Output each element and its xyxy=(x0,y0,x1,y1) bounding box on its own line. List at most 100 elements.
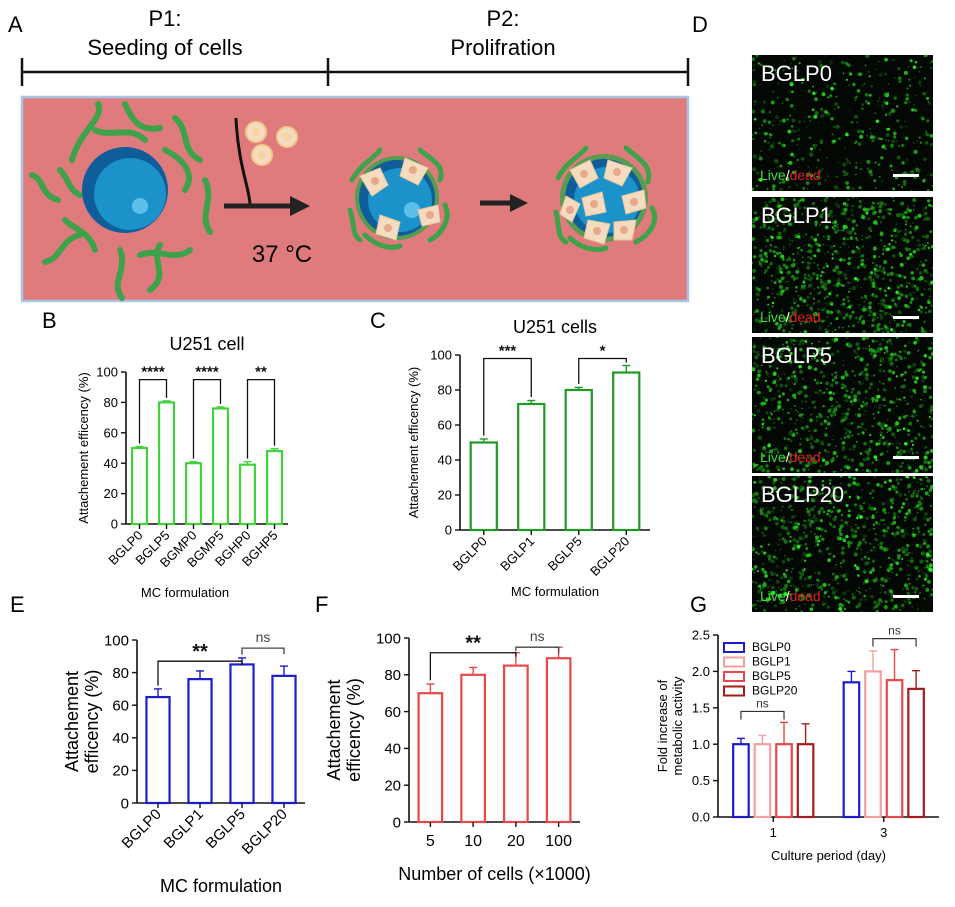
stain-legend: Live/dead xyxy=(760,309,821,325)
micrograph-bglp20: BGLP20 Live/dead xyxy=(752,476,933,612)
stain-live-label: Live xyxy=(760,167,786,183)
panel-letter-a: A xyxy=(8,12,23,37)
panel-letter-c: C xyxy=(370,308,386,333)
y-tick-label: 80 xyxy=(438,383,452,398)
significance-bracket xyxy=(157,660,243,686)
y-axis-label: Fold increase ofmetabolic activity xyxy=(655,676,685,775)
bar-bglp0 xyxy=(469,441,498,532)
bar-bglp0-day1 xyxy=(732,743,750,819)
significance-bracket xyxy=(138,378,168,444)
scale-bar xyxy=(893,595,919,598)
micrograph-bglp5: BGLP5 Live/dead xyxy=(752,337,933,473)
bar-bghp0 xyxy=(238,463,257,526)
x-axis-label: MC formulation xyxy=(141,585,229,600)
y-tick-label: 1.5 xyxy=(692,700,710,715)
schematic-panel-a: P1: Seeding of cells P2: Prolifration xyxy=(20,6,690,303)
bar-bglp5 xyxy=(157,401,176,526)
bar-bglp1 xyxy=(187,678,213,805)
micrograph-title: BGLP5 xyxy=(761,343,832,368)
bar-bglp1-day1 xyxy=(753,743,772,819)
y-tick-label: 0.5 xyxy=(692,773,710,788)
significance-bracket xyxy=(192,378,222,459)
y-tick-label: 0 xyxy=(111,517,118,532)
y-tick-label: 2.5 xyxy=(692,628,710,643)
x-tick-label: BGLP0 xyxy=(450,534,490,574)
stain-separator: / xyxy=(785,588,790,604)
y-tick-label: 40 xyxy=(438,453,452,468)
y-axis-label: Attachementefficency (%) xyxy=(62,670,102,774)
significance-bracket xyxy=(515,646,560,654)
bar-bglp5-day3 xyxy=(885,679,904,819)
x-axis-label: MC formulation xyxy=(160,876,282,896)
bar-bglp5 xyxy=(229,663,255,805)
hydrogel-fibers-icon xyxy=(29,101,213,301)
fluorescence-image xyxy=(752,197,933,333)
y-tick-label: 20 xyxy=(104,486,118,501)
bar-100 xyxy=(545,657,572,824)
bar-bglp1 xyxy=(517,402,546,532)
y-tick-label: 100 xyxy=(430,348,452,363)
temperature-label: 37 °C xyxy=(252,241,312,268)
y-axis-label: Attachementefficency (%) xyxy=(324,678,364,782)
significance-label: **** xyxy=(141,364,165,381)
x-tick-label: 10 xyxy=(464,833,482,850)
bar-bglp0-day3 xyxy=(842,681,861,819)
y-axis-label-line: Attachement xyxy=(324,679,344,780)
chart-f: 0 20 40 60 80 100 Attachementefficency (%) Numb… xyxy=(324,628,591,884)
y-tick-label: 100 xyxy=(376,630,401,647)
panel-letter-d: D xyxy=(692,12,708,37)
micrograph-title: BGLP1 xyxy=(761,203,832,228)
x-tick-label: BGLP20 xyxy=(587,534,632,579)
y-tick-label: 60 xyxy=(112,697,129,714)
panel-letter-b: B xyxy=(42,308,57,333)
timeline xyxy=(20,58,690,86)
significance-label: ns xyxy=(756,696,769,710)
bar-bglp0 xyxy=(130,446,149,526)
scale-bar xyxy=(893,174,919,177)
stain-dead-label: dead xyxy=(789,167,821,183)
proliferation-arrow-icon xyxy=(480,194,528,212)
y-tick-label: 80 xyxy=(104,395,118,410)
fluorescence-image xyxy=(752,476,933,612)
stain-legend: Live/dead xyxy=(760,449,821,465)
bar-bglp20 xyxy=(271,674,297,805)
x-tick-label: 5 xyxy=(426,833,435,850)
x-axis-label: MC formulation xyxy=(511,584,599,599)
significance-bracket xyxy=(483,357,532,436)
significance-label: ** xyxy=(192,641,208,663)
microcarrier-bead-icon xyxy=(82,147,168,233)
stain-live-label: Live xyxy=(760,449,786,465)
chart-g: 0.0 0.5 1.0 1.5 2.0 2.5 Fold increase ofmetabo… xyxy=(655,624,939,863)
y-tick-label: 80 xyxy=(384,667,401,684)
significance-bracket xyxy=(241,647,285,655)
x-axis-label: Number of cells (×1000) xyxy=(398,864,591,884)
y-axis-label-line: efficency (%) xyxy=(344,678,364,782)
significance-bracket xyxy=(872,638,917,647)
y-tick-label: 100 xyxy=(104,632,129,649)
significance-label: ns xyxy=(256,629,271,645)
chart-title: U251 cell xyxy=(169,334,244,354)
bar-bglp20-day3 xyxy=(907,687,925,819)
phase1-subtitle: Seeding of cells xyxy=(87,35,242,60)
phase2-subtitle: Prolifration xyxy=(450,35,555,60)
x-tick-label: 3 xyxy=(880,825,887,840)
y-tick-label: 20 xyxy=(438,488,452,503)
chart-c: 0 20 40 60 80 100 Attachement efficency (%) U25… xyxy=(406,317,650,599)
y-tick-label: 40 xyxy=(384,741,401,758)
stain-dead-label: dead xyxy=(789,309,821,325)
y-axis-label-line: efficency (%) xyxy=(82,670,102,774)
legend-swatch xyxy=(723,671,745,682)
significance-label: ns xyxy=(888,624,901,638)
y-tick-label: 0 xyxy=(121,795,129,812)
significance-bracket xyxy=(578,357,627,384)
bar-bglp5 xyxy=(564,388,593,532)
legend-swatch xyxy=(723,685,745,697)
scale-bar xyxy=(893,456,919,459)
scale-bar xyxy=(893,316,919,319)
fluorescence-image xyxy=(752,337,933,473)
y-tick-label: 40 xyxy=(112,730,129,747)
